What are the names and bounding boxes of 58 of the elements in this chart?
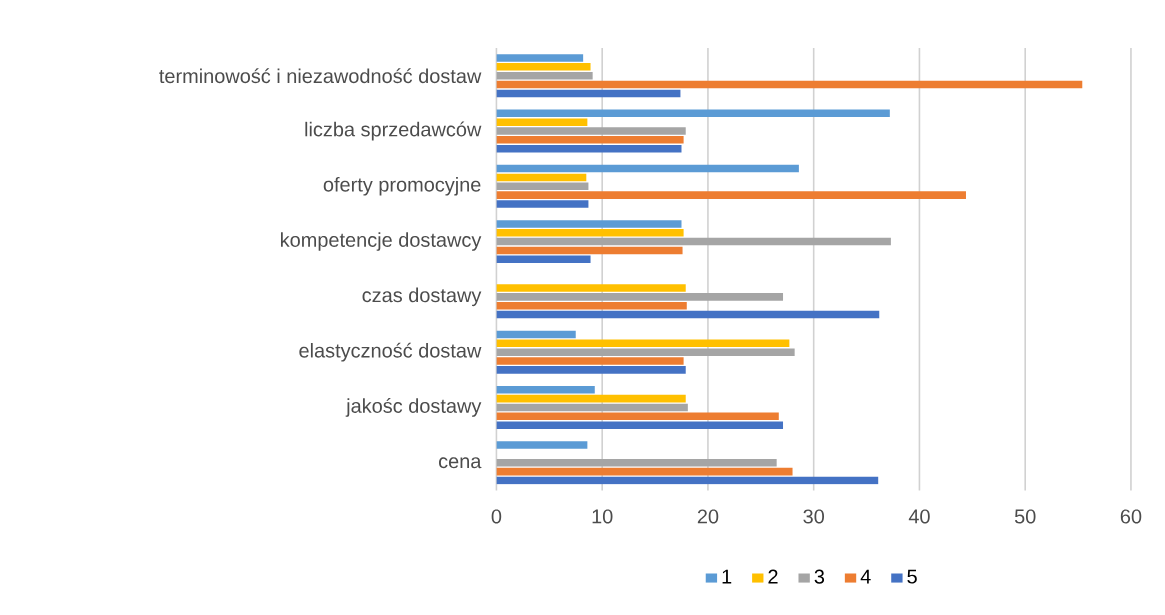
bar <box>496 284 686 293</box>
bar <box>496 191 966 200</box>
y-tick-label: jakośc dostawy <box>345 398 482 418</box>
bar <box>496 366 686 374</box>
x-tick-label: 10 <box>592 509 613 524</box>
y-tick-label: czas dostawy <box>362 287 482 307</box>
bar <box>496 72 593 80</box>
bar <box>496 293 784 301</box>
bar <box>496 476 879 485</box>
bar <box>496 403 688 412</box>
bar <box>496 339 790 348</box>
bar <box>496 54 584 62</box>
bar <box>496 468 793 476</box>
y-tick-label: liczba sprzedawców <box>305 121 482 141</box>
bar <box>496 165 799 173</box>
bar <box>496 63 591 71</box>
bar <box>496 357 684 366</box>
x-tick-label: 0 <box>491 509 502 524</box>
bar <box>496 421 784 430</box>
bar <box>496 182 589 191</box>
legend-label: 3 <box>814 569 825 584</box>
bar <box>496 145 682 153</box>
y-tick-label: cena <box>439 457 482 469</box>
bar <box>496 255 591 264</box>
legend-label: 4 <box>860 569 871 584</box>
y-tick-label: oferty promocyjne <box>323 177 481 196</box>
bar <box>496 136 684 144</box>
bar <box>496 386 595 394</box>
bar <box>496 89 681 98</box>
x-tick-label: 50 <box>1014 509 1036 524</box>
bar <box>496 246 683 255</box>
bar <box>496 109 890 118</box>
x-tick-label: 40 <box>908 509 930 524</box>
bar <box>496 200 589 208</box>
bar <box>496 441 588 450</box>
bar <box>496 395 686 403</box>
bar <box>496 173 587 182</box>
bar <box>496 459 777 467</box>
bar <box>496 81 1083 89</box>
x-tick-label: 20 <box>697 509 719 524</box>
bar <box>496 238 891 246</box>
x-tick-label: 30 <box>803 509 825 524</box>
legend-label: 1 <box>722 569 732 584</box>
bar <box>496 348 795 357</box>
bar <box>496 412 779 421</box>
bar <box>496 330 576 339</box>
bar <box>496 229 684 237</box>
legend-label: 2 <box>768 569 778 584</box>
y-tick-label: elastyczność dostaw <box>299 342 482 362</box>
bar <box>496 118 588 127</box>
x-tick-label: 60 <box>1120 509 1142 524</box>
y-tick-label: terminowość i niezawodność dostaw <box>159 68 482 84</box>
bar <box>496 311 880 319</box>
legend-label: 5 <box>907 569 917 584</box>
bar <box>496 220 682 228</box>
y-tick-label: kompetencje dostawcy <box>281 232 482 252</box>
bar <box>496 127 686 135</box>
bar <box>496 302 687 310</box>
